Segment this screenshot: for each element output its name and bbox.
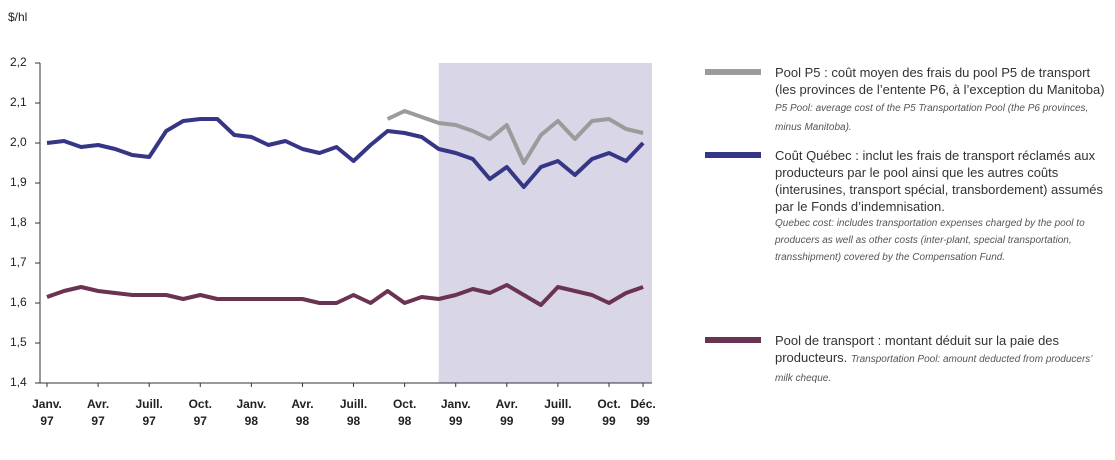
x-tick-label-line: 98	[347, 414, 361, 428]
legend-entry: Coût Québec : inclut les frais de transp…	[705, 147, 1105, 266]
y-tick-label: 2,2	[10, 55, 27, 69]
x-tick-label: Déc. 99	[630, 397, 655, 428]
legend-description-en: Quebec cost: includes transportation exp…	[775, 218, 1085, 263]
y-tick-label: 1,4	[10, 375, 27, 389]
x-tick-label-line: 99	[636, 414, 650, 428]
y-tick-label: 1,5	[10, 335, 27, 349]
x-tick-label-line: Janv.	[32, 397, 62, 411]
line-series	[46, 283, 644, 307]
legend-text: Pool de transport : montant déduit sur l…	[775, 332, 1105, 387]
x-tick-label-line: 99	[551, 414, 565, 428]
x-tick-label-line: Oct.	[393, 397, 416, 411]
legend-description: : montant déduit sur la paie des product…	[775, 333, 1060, 365]
legend-name: Pool P5	[775, 65, 821, 80]
x-tick-label-line: Avr.	[87, 397, 109, 411]
x-tick-label-line: Juill.	[340, 397, 367, 411]
legend-description: : coût moyen des frais du pool P5 de tra…	[775, 65, 1105, 97]
x-tick-label-line: 98	[296, 414, 310, 428]
y-tick-label: 2,1	[10, 95, 27, 109]
x-tick-label-line: Juill.	[544, 397, 571, 411]
legend-description-en: Transportation Pool: amount deducted fro…	[775, 354, 1092, 384]
x-tick-label: Avr. 98	[291, 397, 313, 428]
legend-name: Pool de transport	[775, 333, 875, 348]
legend-name: Coût Québec	[775, 148, 852, 163]
x-tick-label: Janv. 99	[441, 397, 471, 428]
x-tick-label-line: Janv.	[441, 397, 471, 411]
x-tick-label-line: 97	[194, 414, 208, 428]
x-tick-label: Oct. 98	[393, 397, 416, 428]
y-tick-label: 1,6	[10, 295, 27, 309]
x-tick-label-line: Oct.	[597, 397, 620, 411]
y-tick-label: 2,0	[10, 135, 27, 149]
legend-swatch	[705, 69, 761, 75]
legend-entry: Pool de transport : montant déduit sur l…	[705, 332, 1105, 387]
legend-description-en: P5 Pool: average cost of the P5 Transpor…	[775, 103, 1089, 133]
x-tick-label-line: 99	[500, 414, 514, 428]
line-series	[46, 117, 645, 189]
x-tick-label-line: Juill.	[136, 397, 163, 411]
legend-text: Pool P5 : coût moyen des frais du pool P…	[775, 64, 1105, 136]
x-tick-label: Oct. 97	[189, 397, 212, 428]
line-series	[386, 109, 644, 165]
x-tick-label: Janv. 97	[32, 397, 62, 428]
x-tick-label-line: Avr.	[496, 397, 518, 411]
y-tick-label: 1,8	[10, 215, 27, 229]
x-tick-label-line: 99	[602, 414, 616, 428]
x-tick-label-line: Janv.	[236, 397, 266, 411]
legend-entry: Pool P5 : coût moyen des frais du pool P…	[705, 64, 1105, 136]
x-tick-label: Avr. 99	[496, 397, 518, 428]
x-tick-label: Juill. 99	[544, 397, 571, 428]
x-tick-label-line: 97	[143, 414, 157, 428]
highlight-band	[438, 63, 652, 383]
x-tick-label: Juill. 97	[136, 397, 163, 428]
x-tick-label: Oct. 99	[597, 397, 620, 428]
x-tick-label-line: 98	[398, 414, 412, 428]
x-tick-label-line: Oct.	[189, 397, 212, 411]
legend-swatch	[705, 152, 761, 158]
x-tick-label-line: 97	[91, 414, 105, 428]
x-tick-label: Avr. 97	[87, 397, 109, 428]
x-tick-label: Juill. 98	[340, 397, 367, 428]
legend-text: Coût Québec : inclut les frais de transp…	[775, 147, 1105, 266]
x-tick-label-line: 98	[245, 414, 259, 428]
x-tick-label: Janv. 98	[236, 397, 266, 428]
y-tick-label: 1,7	[10, 255, 27, 269]
legend-swatch	[705, 337, 761, 343]
y-axis-label: $/hl	[8, 10, 27, 24]
x-tick-label-line: Déc.	[630, 397, 655, 411]
legend-description: : inclut les frais de transport réclamés…	[775, 148, 1104, 214]
x-tick-label-line: 99	[449, 414, 463, 428]
x-tick-label-line: Avr.	[291, 397, 313, 411]
y-tick-label: 1,9	[10, 175, 27, 189]
x-tick-label-line: 97	[40, 414, 54, 428]
